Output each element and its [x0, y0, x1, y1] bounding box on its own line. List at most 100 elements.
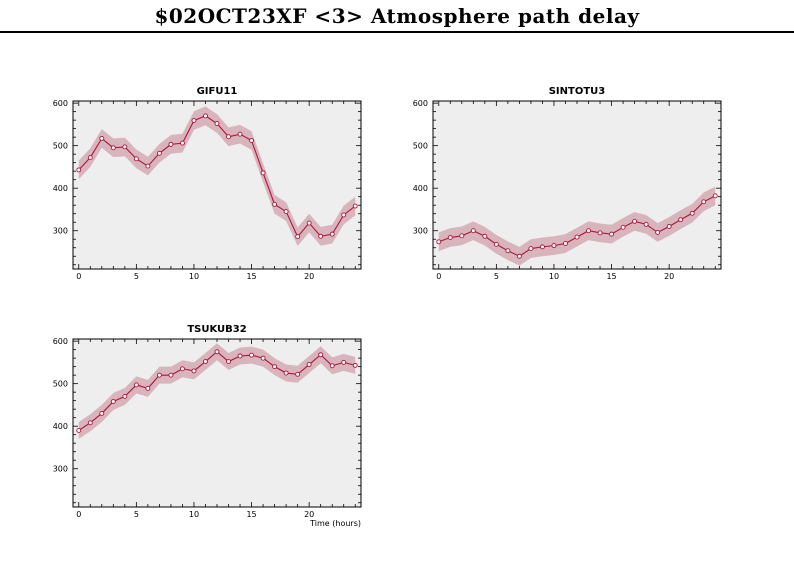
data-point — [539, 244, 545, 250]
chart-tsukub32: TSUKUB32 0 5 10 15 20 300 400 500 600 Time (hours) — [53, 324, 362, 528]
title-rule — [0, 31, 794, 33]
y-tick-label: 300 — [413, 227, 428, 236]
data-point — [352, 203, 358, 209]
data-point — [609, 231, 615, 237]
data-point — [156, 372, 162, 378]
x-tick-label: 15 — [606, 272, 616, 281]
data-point — [482, 233, 488, 239]
data-point — [226, 359, 231, 364]
data-point — [203, 113, 208, 119]
page-title: $02OCT23XF <3> Atmosphere path delay — [154, 4, 640, 28]
data-point — [329, 363, 335, 369]
data-point — [352, 362, 358, 368]
data-point — [447, 235, 453, 240]
chart-title: TSUKUB32 — [187, 324, 246, 335]
data-point — [632, 218, 638, 224]
data-point — [191, 368, 197, 374]
data-point — [459, 233, 465, 239]
y-tick-label: 500 — [413, 142, 428, 151]
data-point — [87, 420, 93, 426]
data-point — [99, 410, 105, 416]
data-point — [436, 239, 442, 245]
data-point — [306, 362, 312, 367]
data-point — [260, 170, 266, 176]
x-axis-label: Time (hours) — [309, 519, 361, 528]
x-tick-label: 10 — [189, 510, 199, 519]
data-point — [214, 349, 220, 355]
error-band — [78, 343, 356, 439]
y-tick-label: 400 — [413, 184, 428, 193]
data-point — [574, 234, 580, 240]
data-point — [168, 141, 174, 147]
data-point — [168, 372, 174, 378]
data-point — [586, 228, 591, 234]
data-point — [249, 352, 255, 358]
x-tick-label: 5 — [134, 510, 139, 519]
data-point — [295, 234, 301, 240]
x-tick-label: 0 — [76, 510, 81, 519]
chart-title: SINTOTU3 — [549, 86, 606, 97]
data-point — [563, 241, 568, 246]
data-point — [597, 230, 603, 236]
y-tick-label: 600 — [413, 99, 428, 108]
x-tick-label: 0 — [76, 272, 81, 281]
data-point — [237, 131, 243, 137]
data-point — [493, 241, 499, 247]
y-tick-label: 300 — [53, 465, 68, 474]
data-point — [329, 231, 335, 237]
data-point — [655, 229, 661, 235]
x-tick-label: 15 — [246, 510, 256, 519]
x-tick-label: 5 — [134, 272, 139, 281]
y-tick-label: 400 — [53, 184, 68, 193]
data-point — [528, 246, 534, 252]
y-tick-label: 500 — [53, 380, 68, 389]
y-tick-label: 300 — [53, 227, 68, 236]
data-point — [318, 352, 324, 358]
data-point — [295, 371, 301, 377]
data-point — [110, 399, 116, 404]
data-point — [470, 228, 476, 234]
y-tick-label: 600 — [53, 337, 68, 346]
data-point — [122, 144, 128, 150]
x-tick-label: 20 — [664, 272, 674, 281]
error-band — [438, 186, 716, 266]
chart-gifu11: GIFU11 0 5 10 15 20 300 400 500 600 — [53, 86, 362, 281]
chart-sintotu3: SINTOTU3 0 5 10 15 20 300 400 500 600 — [413, 86, 722, 281]
data-point — [156, 150, 162, 156]
data-point — [272, 364, 278, 370]
data-point — [214, 121, 220, 126]
data-point — [237, 353, 243, 359]
data-point — [516, 253, 522, 259]
data-point — [249, 138, 255, 143]
data-point — [110, 145, 116, 151]
x-tick-label: 20 — [304, 510, 314, 519]
chart-title: GIFU11 — [197, 86, 238, 97]
data-point — [666, 224, 672, 229]
data-point — [505, 248, 511, 254]
x-tick-label: 20 — [304, 272, 314, 281]
data-point — [306, 220, 312, 226]
data-point — [87, 155, 93, 161]
data-point — [643, 221, 649, 227]
data-point — [99, 135, 105, 141]
data-point — [226, 134, 231, 140]
data-point — [678, 217, 684, 223]
data-point — [191, 118, 197, 124]
data-point — [179, 140, 185, 146]
data-point — [701, 199, 707, 205]
data-point — [179, 366, 185, 372]
data-point — [551, 243, 557, 249]
data-point — [318, 233, 324, 239]
data-point — [76, 427, 82, 433]
x-tick-label: 10 — [549, 272, 559, 281]
data-point — [145, 163, 151, 169]
data-point — [712, 193, 718, 199]
y-tick-label: 600 — [53, 99, 68, 108]
data-point — [341, 212, 347, 218]
data-point — [272, 201, 278, 207]
data-point — [283, 209, 289, 215]
data-point — [341, 359, 347, 365]
y-tick-label: 400 — [53, 422, 68, 431]
data-point — [145, 385, 151, 391]
data-point — [122, 393, 128, 399]
